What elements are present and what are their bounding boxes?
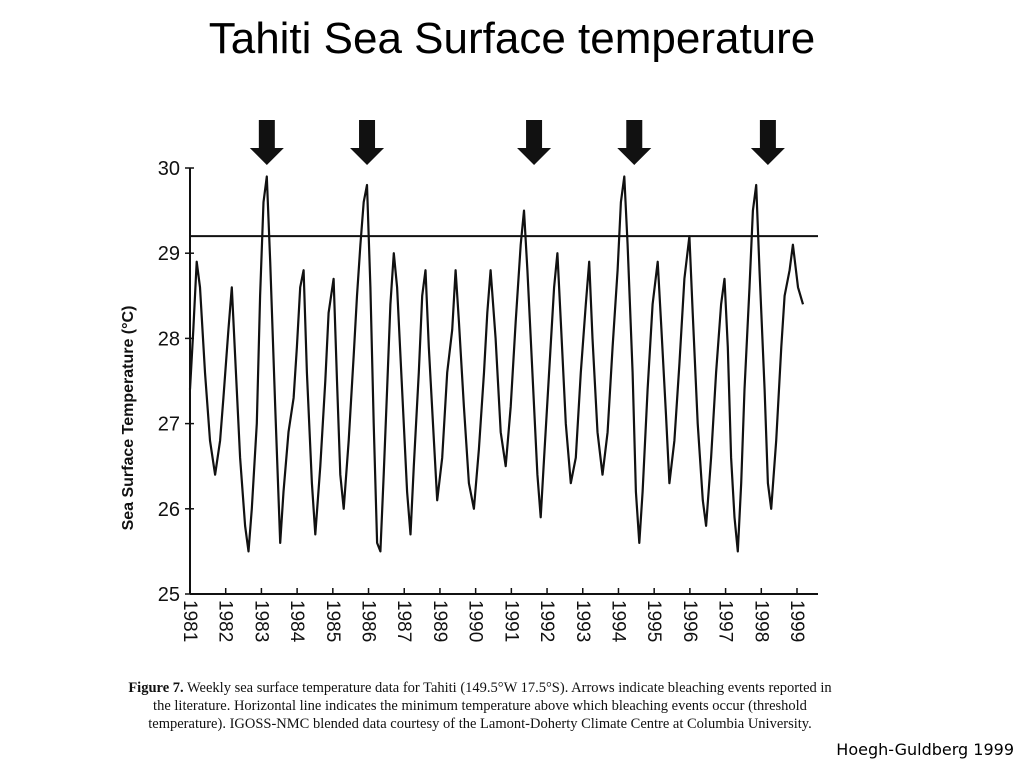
x-tick-label: 1985 — [322, 600, 343, 642]
caption-label: Figure 7. — [128, 680, 184, 696]
x-tick-label: 1996 — [679, 600, 700, 642]
x-tick-label: 1989 — [429, 600, 450, 642]
x-tick-label: 1994 — [607, 600, 628, 643]
figure-caption: Figure 7. Weekly sea surface temperature… — [120, 679, 840, 733]
caption-text: Weekly sea surface temperature data for … — [148, 680, 832, 732]
x-tick-label: 1986 — [358, 600, 379, 642]
x-tick-label: 1995 — [643, 600, 664, 642]
y-axis-label: Sea Surface Temperature (°C) — [120, 306, 137, 531]
bleaching-arrow-icon — [750, 120, 785, 165]
x-tick-label: 1984 — [286, 600, 307, 643]
x-tick-label: 1991 — [500, 600, 521, 642]
axes: 25 26 27 28 29 30 1981 1982 1983 1984 1985 1986 1987… — [158, 158, 818, 643]
bleaching-arrow-icon — [249, 120, 284, 165]
y-tick-label: 29 — [158, 243, 180, 265]
x-tick-label: 1983 — [250, 600, 271, 642]
credit-text: Hoegh-Guldberg 1999 — [836, 740, 1014, 759]
bleaching-arrow-icon — [517, 120, 552, 165]
x-tick-label: 1990 — [465, 600, 486, 642]
y-tick-label: 27 — [158, 414, 180, 436]
y-tick-label: 28 — [158, 328, 180, 350]
x-tick-label: 1999 — [786, 600, 807, 642]
y-tick-label: 30 — [158, 158, 180, 180]
x-tick-label: 1998 — [750, 600, 771, 642]
bleaching-arrows — [249, 120, 785, 165]
x-tick-label: 1992 — [536, 600, 557, 642]
slide-title: Tahiti Sea Surface temperature — [208, 14, 816, 63]
sst-series-line — [188, 175, 805, 553]
y-tick-label: 25 — [158, 584, 180, 606]
series-group — [188, 175, 805, 553]
bleaching-arrow-icon — [617, 120, 652, 165]
x-tick-label: 1982 — [215, 600, 236, 642]
x-tick-label: 1997 — [715, 600, 736, 642]
x-tick-label: 1981 — [179, 600, 200, 642]
bleaching-arrow-icon — [350, 120, 385, 165]
sst-chart: 25 26 27 28 29 30 1981 1982 1983 1984 1985 1986 1987… — [120, 120, 818, 643]
x-tick-label: 1993 — [572, 600, 593, 642]
y-tick-label: 26 — [158, 499, 180, 521]
x-tick-label: 1987 — [393, 600, 414, 642]
